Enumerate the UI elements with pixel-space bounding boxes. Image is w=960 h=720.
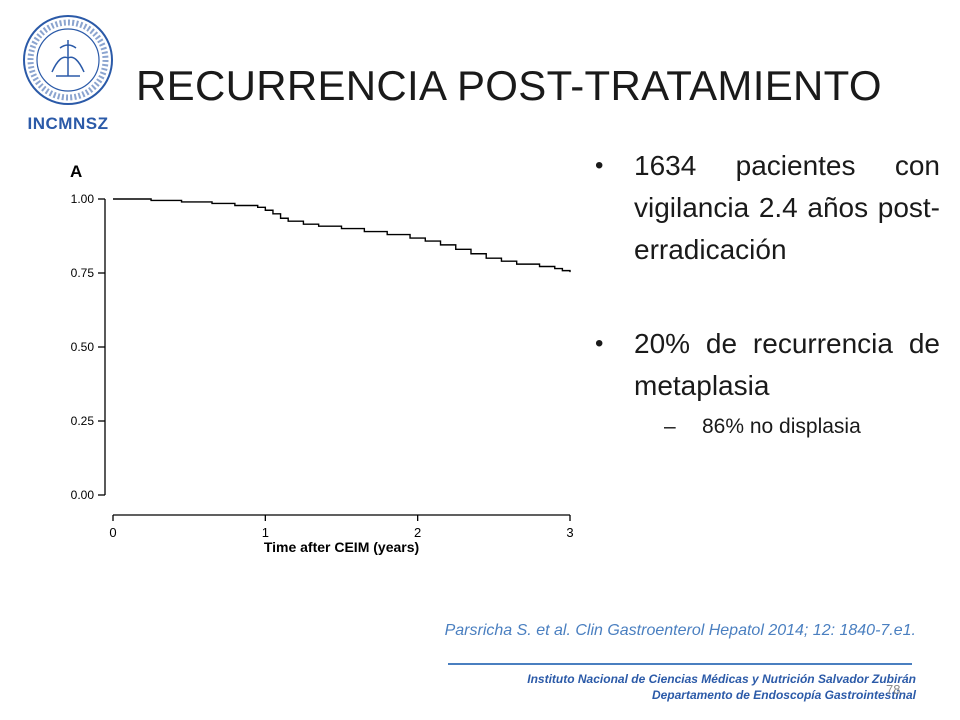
x-tick-label: 3 bbox=[566, 525, 573, 540]
x-tick-label: 2 bbox=[414, 525, 421, 540]
x-tick-label: 1 bbox=[262, 525, 269, 540]
panel-label: A bbox=[70, 162, 82, 181]
page-number: 78 bbox=[886, 682, 901, 697]
y-tick-label: 0.00 bbox=[71, 488, 95, 502]
footer: Instituto Nacional de Ciencias Médicas y… bbox=[527, 671, 916, 703]
bullet-item: • 1634 pacientes con vigilancia 2.4 años… bbox=[592, 145, 940, 271]
dash-icon: – bbox=[664, 415, 676, 438]
logo-text: INCMNSZ bbox=[27, 114, 109, 133]
citation: Parsricha S. et al. Clin Gastroenterol H… bbox=[444, 622, 916, 639]
bullet-list: • 1634 pacientes con vigilancia 2.4 años… bbox=[592, 145, 940, 447]
institution-seal-icon bbox=[23, 15, 113, 105]
institution-logo: INCMNSZ bbox=[18, 14, 118, 138]
bullet-text: 20% de recurrencia de metaplasia bbox=[634, 328, 940, 401]
footer-department: Departamento de Endoscopía Gastrointesti… bbox=[651, 688, 916, 702]
y-tick-label: 0.75 bbox=[71, 266, 95, 280]
slide-title: RECURRENCIA POST-TRATAMIENTO bbox=[136, 62, 882, 109]
y-tick-label: 0.25 bbox=[71, 414, 95, 428]
footer-institution: Instituto Nacional de Ciencias Médicas y… bbox=[527, 672, 916, 686]
y-tick-label: 0.50 bbox=[71, 340, 95, 354]
bullet-dot-icon: • bbox=[595, 152, 604, 179]
x-tick-label: 0 bbox=[109, 525, 116, 540]
x-axis-label: Time after CEIM (years) bbox=[264, 539, 419, 555]
footer-divider bbox=[448, 663, 912, 665]
bullet-item: • 20% de recurrencia de metaplasia bbox=[592, 323, 940, 407]
survival-curve bbox=[113, 198, 571, 273]
sub-bullet-text: 86% no displasia bbox=[702, 415, 861, 438]
bullet-text: 1634 pacientes con vigilancia 2.4 años p… bbox=[634, 150, 940, 265]
y-tick-label: 1.00 bbox=[71, 192, 95, 206]
sub-bullet-item: – 86% no displasia bbox=[634, 407, 940, 447]
kaplan-meier-chart: A 1.00 0.75 0.50 0.25 0.00 0 1 2 3 Time after CEIM… bbox=[70, 162, 574, 555]
bullet-dot-icon: • bbox=[595, 330, 604, 357]
